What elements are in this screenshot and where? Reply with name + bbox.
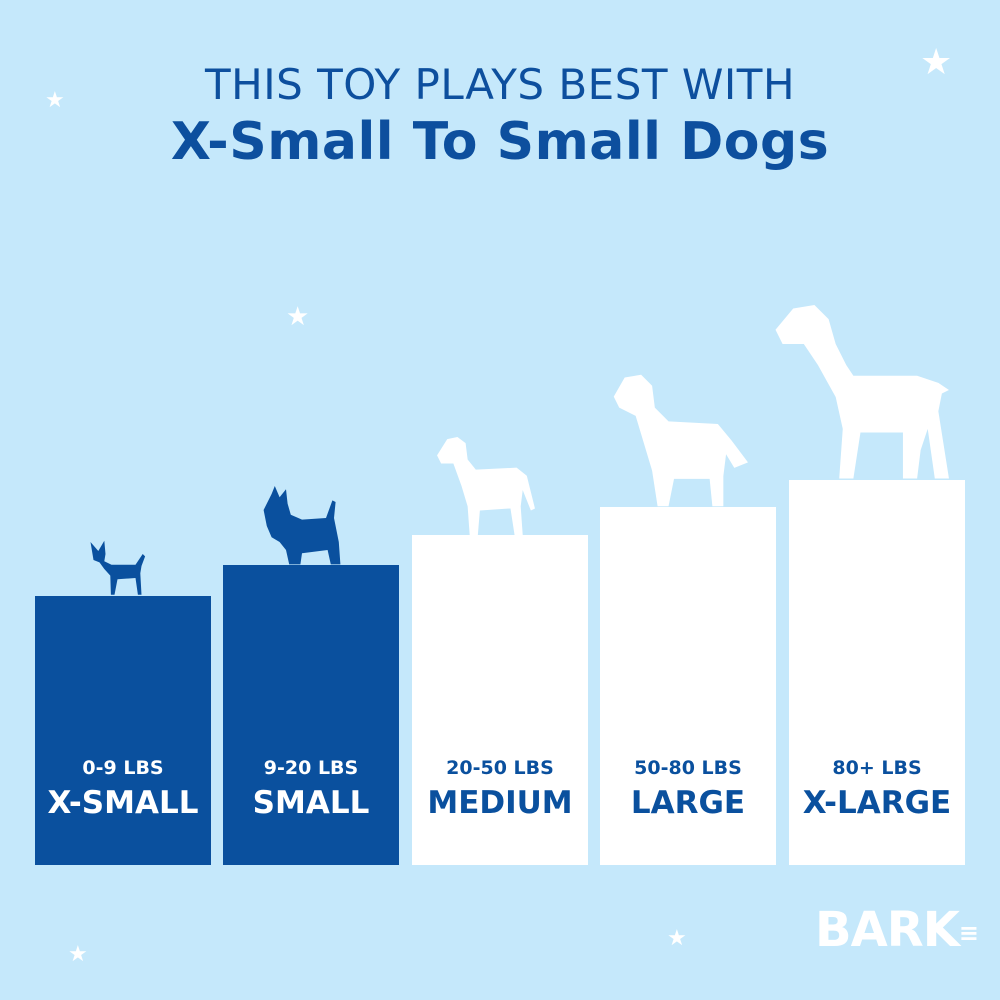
size-name: LARGE (630, 785, 746, 821)
golden-retriever-silhouette-icon (613, 374, 748, 507)
size-bar-x-large (789, 480, 965, 865)
labrador-silhouette-icon (437, 437, 535, 535)
star-icon: ★ (920, 42, 953, 83)
size-name: X-SMALL (47, 785, 199, 821)
bark-burst-icon: ≡ (958, 919, 979, 947)
size-bar-x-small (35, 596, 211, 865)
great-dane-silhouette-icon (775, 305, 949, 479)
star-icon: ★ (667, 926, 687, 951)
logo-text: BARK (815, 902, 960, 958)
headline-line-1: THIS TOY PLAYS BEST WITH (204, 60, 796, 109)
star-icon: ★ (68, 942, 88, 967)
size-bar-large (600, 507, 776, 865)
weight-range: 80+ LBS (832, 757, 922, 779)
weight-range: 20-50 LBS (446, 757, 554, 779)
weight-range: 9-20 LBS (263, 757, 359, 779)
headline-line-2: X-Small To Small Dogs (170, 112, 830, 172)
star-icon: ★ (45, 88, 65, 113)
chihuahua-silhouette-icon (90, 540, 146, 595)
size-name: X-LARGE (802, 785, 952, 821)
star-icon: ★ (286, 302, 310, 332)
bark-logo: BARK≡ (815, 902, 979, 958)
size-name: SMALL (252, 785, 370, 821)
weight-range: 0-9 LBS (82, 757, 164, 779)
size-bar-medium (412, 535, 588, 865)
size-bar-small (223, 565, 399, 865)
size-name: MEDIUM (427, 785, 573, 821)
scottie-silhouette-icon (263, 486, 341, 565)
weight-range: 50-80 LBS (634, 757, 742, 779)
